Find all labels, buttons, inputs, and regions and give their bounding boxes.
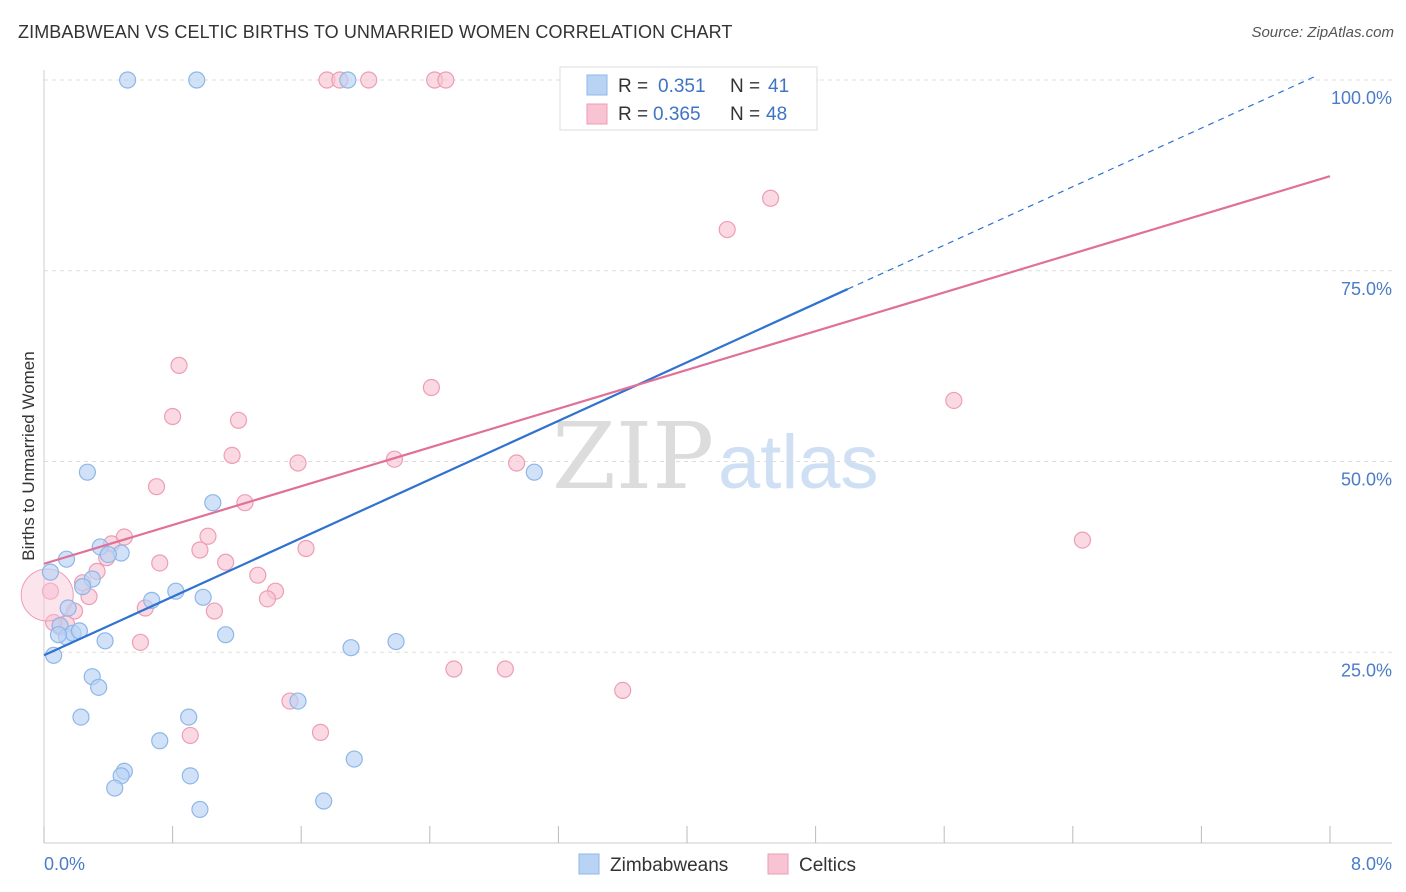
celtics-point [217,553,235,571]
zimbabweans-trendline [43,288,849,657]
watermark-zip: ZIP [552,403,714,510]
celtics-point [191,541,209,559]
y-axis-label: Births to Unmarried Women [19,351,38,560]
zimbabweans-trendline-extension [847,76,1315,290]
x-tick-label-min: 0.0% [44,854,85,874]
celtics-point [205,602,223,620]
celtics-point [170,356,188,374]
bottom-legend-swatch-celtics [767,853,789,875]
legend-n-label-blue: N = [730,76,760,97]
y-tick-label: 25.0% [1341,660,1392,680]
celtics-point [41,582,60,600]
celtics-point [181,726,199,745]
x-ticks [43,826,1331,843]
zimbabweans-point [525,463,543,481]
celtics-point [718,220,736,239]
chart-title: ZIMBABWEAN VS CELTIC BIRTHS TO UNMARRIED… [18,22,733,42]
zimbabweans-point [315,792,333,810]
source-label: Source: ZipAtlas.com [1251,24,1394,41]
zimbabweans-point [106,779,124,797]
zimbabweans-point [194,588,212,606]
zimbabweans-point [73,578,92,596]
watermark-atlas: atlas [718,420,879,505]
celtics-point [761,189,780,207]
zimbabweans-point [118,71,137,89]
y-tick-label: 75.0% [1341,279,1392,299]
legend: R = 0.351 N = 41 R = 0.365 N = 48 [559,66,818,131]
zimbabweans-point [59,599,77,617]
zimbabweans-point [72,708,90,726]
legend-n-value-pink: 48 [766,104,787,125]
zimbabweans-point [49,626,68,644]
zimbabweans-point [96,632,114,650]
bottom-legend: Zimbabweans Celtics [578,853,856,876]
celtics-point [297,539,315,558]
axes [43,70,1392,844]
y-tick-label: 100.0% [1331,88,1392,108]
legend-r-label-pink: R = [618,104,648,125]
zimbabweans-point [345,750,363,768]
celtics-point [151,554,169,572]
celtics-point [360,71,378,89]
trendlines [43,76,1331,657]
celtics-point [229,411,248,429]
zimbabweans-point [339,71,357,89]
legend-swatch-blue [586,74,608,96]
legend-swatch-pink [586,103,608,125]
zimbabweans-point [387,632,405,651]
celtics-point [437,71,455,89]
legend-r-value-blue: 0.351 [658,76,706,97]
celtics-point [258,590,277,608]
celtics-point [311,723,330,741]
x-tick-label-max: 8.0% [1351,854,1392,874]
celtics-point [614,681,632,700]
zimbabweans-point [204,494,222,512]
gridlines [44,79,1392,653]
bottom-legend-label-zimbabweans: Zimbabweans [610,855,728,876]
celtics-point [164,407,182,426]
celtics-point [223,446,241,464]
y-tick-label: 50.0% [1341,470,1392,490]
bottom-legend-label-celtics: Celtics [799,855,856,876]
celtics-point [496,660,514,678]
y-tick-labels: 25.0% 50.0% 75.0% 100.0% [1331,88,1392,680]
celtics-point [147,478,166,496]
legend-n-value-blue: 41 [768,76,789,97]
zimbabweans-point [342,639,360,657]
celtics-trendline [43,175,1331,565]
celtics-point [249,566,267,584]
legend-r-value-pink: 0.365 [653,104,701,125]
bottom-legend-swatch-zimbabweans [578,853,600,875]
zimbabweans-point [99,545,117,564]
zimbabweans-point [191,800,209,819]
celtics-point [445,660,463,678]
zimbabweans-point [151,732,169,750]
zimbabweans-point [78,463,97,481]
legend-r-label-blue: R = [618,76,648,97]
zimbabweans-point [188,71,206,89]
zimbabweans-point [181,767,199,785]
zimbabweans-point [41,563,60,581]
celtics-point [199,527,217,545]
zimbabweans-point [180,708,198,726]
celtics-point [1073,531,1092,549]
celtics-point [945,391,963,410]
zimbabweans-point [289,692,307,710]
zimbabweans-point [217,626,235,644]
celtics-point [289,454,307,472]
celtics-point [508,454,526,472]
zimbabweans-point [90,678,108,696]
celtics-point [422,378,441,397]
legend-n-label-pink: N = [730,104,760,125]
celtics-point [131,633,150,651]
